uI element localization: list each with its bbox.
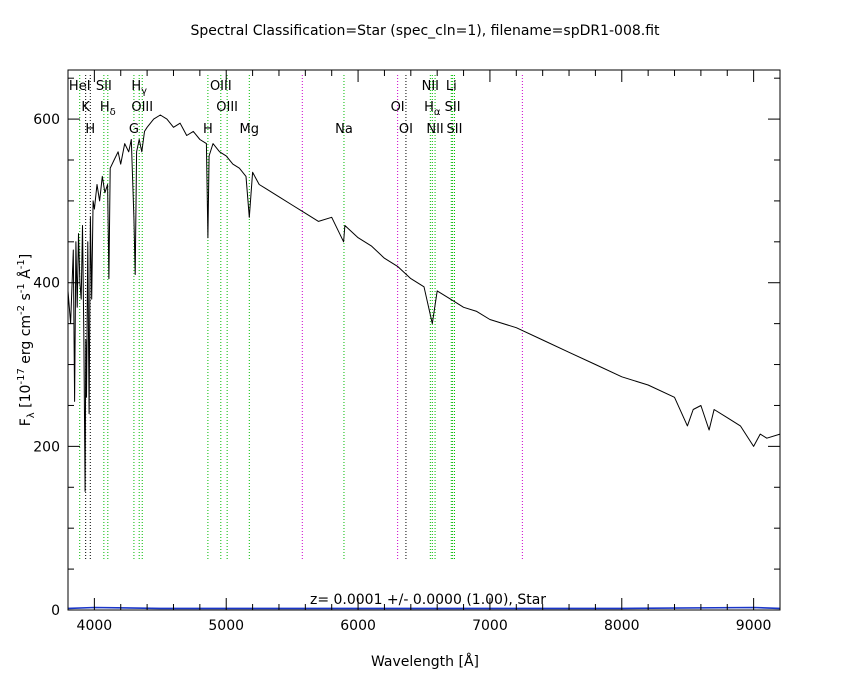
x-axis-label: Wavelength [Å] bbox=[371, 653, 479, 670]
y-label-unit-c: s bbox=[18, 293, 34, 305]
line-label-18-0: NII bbox=[426, 122, 443, 137]
line-label-10-0: OIII bbox=[216, 100, 238, 115]
line-label-21-0: SII bbox=[446, 122, 462, 137]
x-tick-label-2: 6000 bbox=[340, 618, 376, 634]
line-label-1-0: H bbox=[85, 122, 95, 137]
y-label-unit-a: [10 bbox=[18, 385, 34, 413]
line-label-14-0: OI bbox=[391, 100, 405, 115]
x-tick-label-1: 5000 bbox=[208, 618, 244, 634]
line-label-13-0: Na bbox=[335, 122, 353, 137]
line-label-7-0: OIII bbox=[131, 100, 153, 115]
line-label-20-0: SII bbox=[445, 100, 461, 115]
data-series bbox=[67, 114, 781, 610]
line-label-5-0: G bbox=[129, 122, 139, 137]
x-tick-label-0: 4000 bbox=[77, 618, 113, 634]
line-label-15-0: OI bbox=[399, 122, 413, 137]
series-line-0 bbox=[67, 114, 781, 492]
y-axis-ticks: 0 200 400 600 bbox=[33, 77, 780, 619]
emission-line-markers bbox=[79, 75, 523, 560]
plot-frame bbox=[67, 69, 781, 611]
line-label-8-0: H bbox=[203, 122, 213, 137]
chart-title: Spectral Classification=Star (spec_cln=1… bbox=[190, 23, 660, 39]
y-tick-label-1: 200 bbox=[33, 439, 60, 455]
y-tick-label-0: 0 bbox=[51, 603, 60, 619]
line-label-17-0: Hα bbox=[424, 100, 441, 118]
x-tick-label-4: 8000 bbox=[604, 618, 640, 634]
x-tick-label-5: 9000 bbox=[736, 618, 772, 634]
x-tick-label-3: 7000 bbox=[472, 618, 508, 634]
line-label-16-0: NII bbox=[422, 79, 439, 94]
y-label-f: F bbox=[18, 418, 34, 426]
y-tick-label-2: 400 bbox=[33, 276, 60, 292]
y-label-unit-b: erg cm bbox=[18, 315, 34, 368]
y-axis-label: Fλ [10-17 erg cm-2 s-1 Å-1] bbox=[16, 254, 37, 427]
y-tick-label-3: 600 bbox=[33, 112, 60, 128]
line-label-19-0: Li bbox=[446, 79, 457, 94]
x-axis-ticks: 4000 5000 6000 7000 8000 9000 bbox=[67, 70, 781, 634]
line-label-11-0: Mg bbox=[240, 122, 259, 137]
line-label-9-0: OIII bbox=[210, 79, 232, 94]
line-label-3-0: SII bbox=[96, 79, 112, 94]
y-label-unit-e: ] bbox=[18, 254, 34, 259]
y-label-exp2: -2 bbox=[16, 305, 27, 315]
y-label-lambda: λ bbox=[26, 412, 37, 418]
y-label-exp3: -1 bbox=[16, 283, 27, 293]
y-label-exp1: -17 bbox=[16, 368, 27, 384]
line-label-0-0: K bbox=[81, 100, 90, 115]
y-label-unit-d: Å bbox=[17, 269, 34, 283]
line-label-4-0: Hδ bbox=[100, 100, 116, 118]
y-label-exp4: -1 bbox=[16, 259, 27, 269]
redshift-annotation: z= 0.0001 +/- 0.0000 (1.00), Star bbox=[310, 592, 546, 608]
line-label-2-0: HeI bbox=[69, 79, 91, 94]
line-label-6-0: Hγ bbox=[131, 79, 147, 97]
